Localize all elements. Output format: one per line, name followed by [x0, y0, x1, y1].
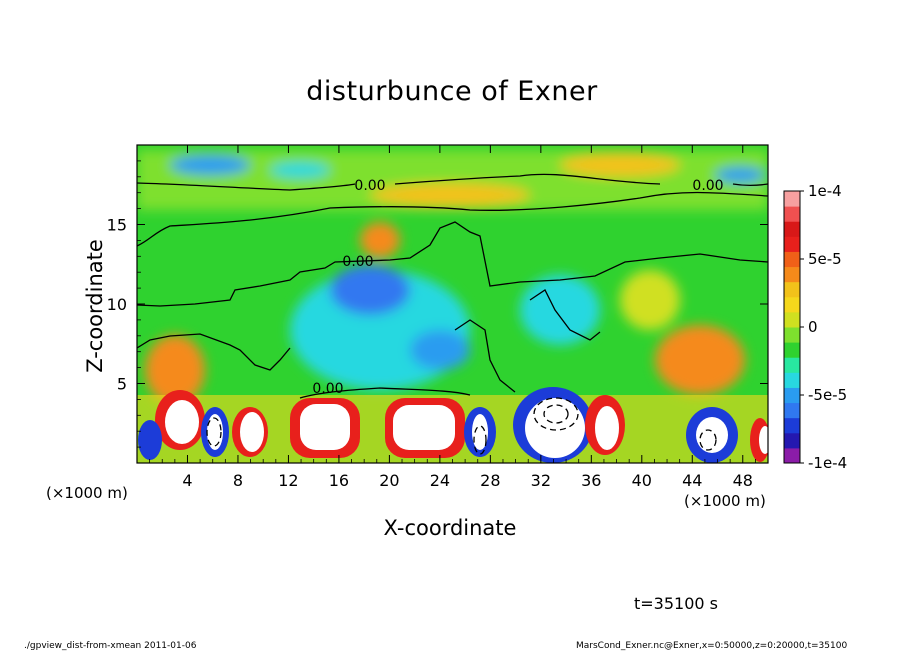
x-tick-label: 20 [379, 471, 399, 490]
x-tick-label: 40 [632, 471, 652, 490]
zero-contours [137, 173, 768, 399]
colorbar-swatch [784, 251, 800, 268]
x-tick-label: 44 [682, 471, 702, 490]
colorbar-swatch [784, 342, 800, 358]
y-tick-label: 5 [117, 375, 127, 394]
x-axis-label: X-coordinate [383, 516, 517, 540]
colorbar-swatch [784, 357, 800, 373]
colorbar-label: 0 [808, 318, 818, 336]
footer-data-info: MarsCond_Exner.nc@Exner,x=0:50000,z=0:20… [576, 641, 848, 651]
negative-contours [206, 397, 717, 455]
colorbar-swatch [784, 221, 800, 237]
y-axis-label: Z-coordinate [83, 239, 107, 373]
colorbar-swatch [784, 327, 800, 343]
colorbar-swatch [784, 387, 800, 404]
colorbar-swatch [784, 402, 800, 419]
colorbar-swatch [784, 191, 800, 207]
x-tick-label: 28 [480, 471, 500, 490]
colorbar-swatch [784, 311, 800, 328]
x-unit-label-left: (×1000 m) [46, 484, 128, 502]
contour-label: 0.00 [692, 178, 723, 194]
x-unit-label-right: (×1000 m) [684, 492, 766, 510]
x-tick-label: 8 [233, 471, 243, 490]
x-tick-label: 16 [329, 471, 349, 490]
contour-label: 0.00 [342, 254, 373, 270]
colorbar-swatch [784, 236, 800, 252]
colorbar-swatch [784, 372, 800, 388]
colorbar-swatch [784, 281, 800, 298]
contour-label: 0.00 [354, 178, 385, 194]
colorbar: 1e-4 5e-5 0 -5e-5 -1e-4 [783, 182, 847, 472]
colorbar-swatch [784, 432, 800, 449]
colorbar-label: -5e-5 [808, 386, 847, 404]
chart-title: disturbunce of Exner [306, 76, 598, 107]
footer-script-info: ./gpview_dist-from-xmean 2011-01-06 [24, 641, 197, 651]
x-tick-label: 12 [278, 471, 298, 490]
time-label: t=35100 s [634, 594, 718, 613]
x-tick-label: 32 [531, 471, 551, 490]
contour-label: 0.00 [312, 381, 343, 397]
x-tick-label: 48 [733, 471, 753, 490]
colorbar-swatch [784, 296, 800, 313]
field-area [137, 145, 768, 463]
colorbar-swatch [784, 206, 800, 222]
colorbar-swatch [784, 447, 800, 464]
x-tick-label: 4 [182, 471, 192, 490]
colorbar-swatch [784, 266, 800, 283]
x-tick-label: 24 [430, 471, 450, 490]
colorbar-label: -1e-4 [808, 454, 847, 472]
colorbar-label: 1e-4 [808, 182, 842, 200]
y-tick-label: 15 [107, 216, 127, 235]
colorbar-label: 5e-5 [808, 250, 842, 268]
colorbar-swatch [784, 417, 800, 434]
y-tick-label: 10 [107, 295, 127, 314]
x-tick-label: 36 [581, 471, 601, 490]
